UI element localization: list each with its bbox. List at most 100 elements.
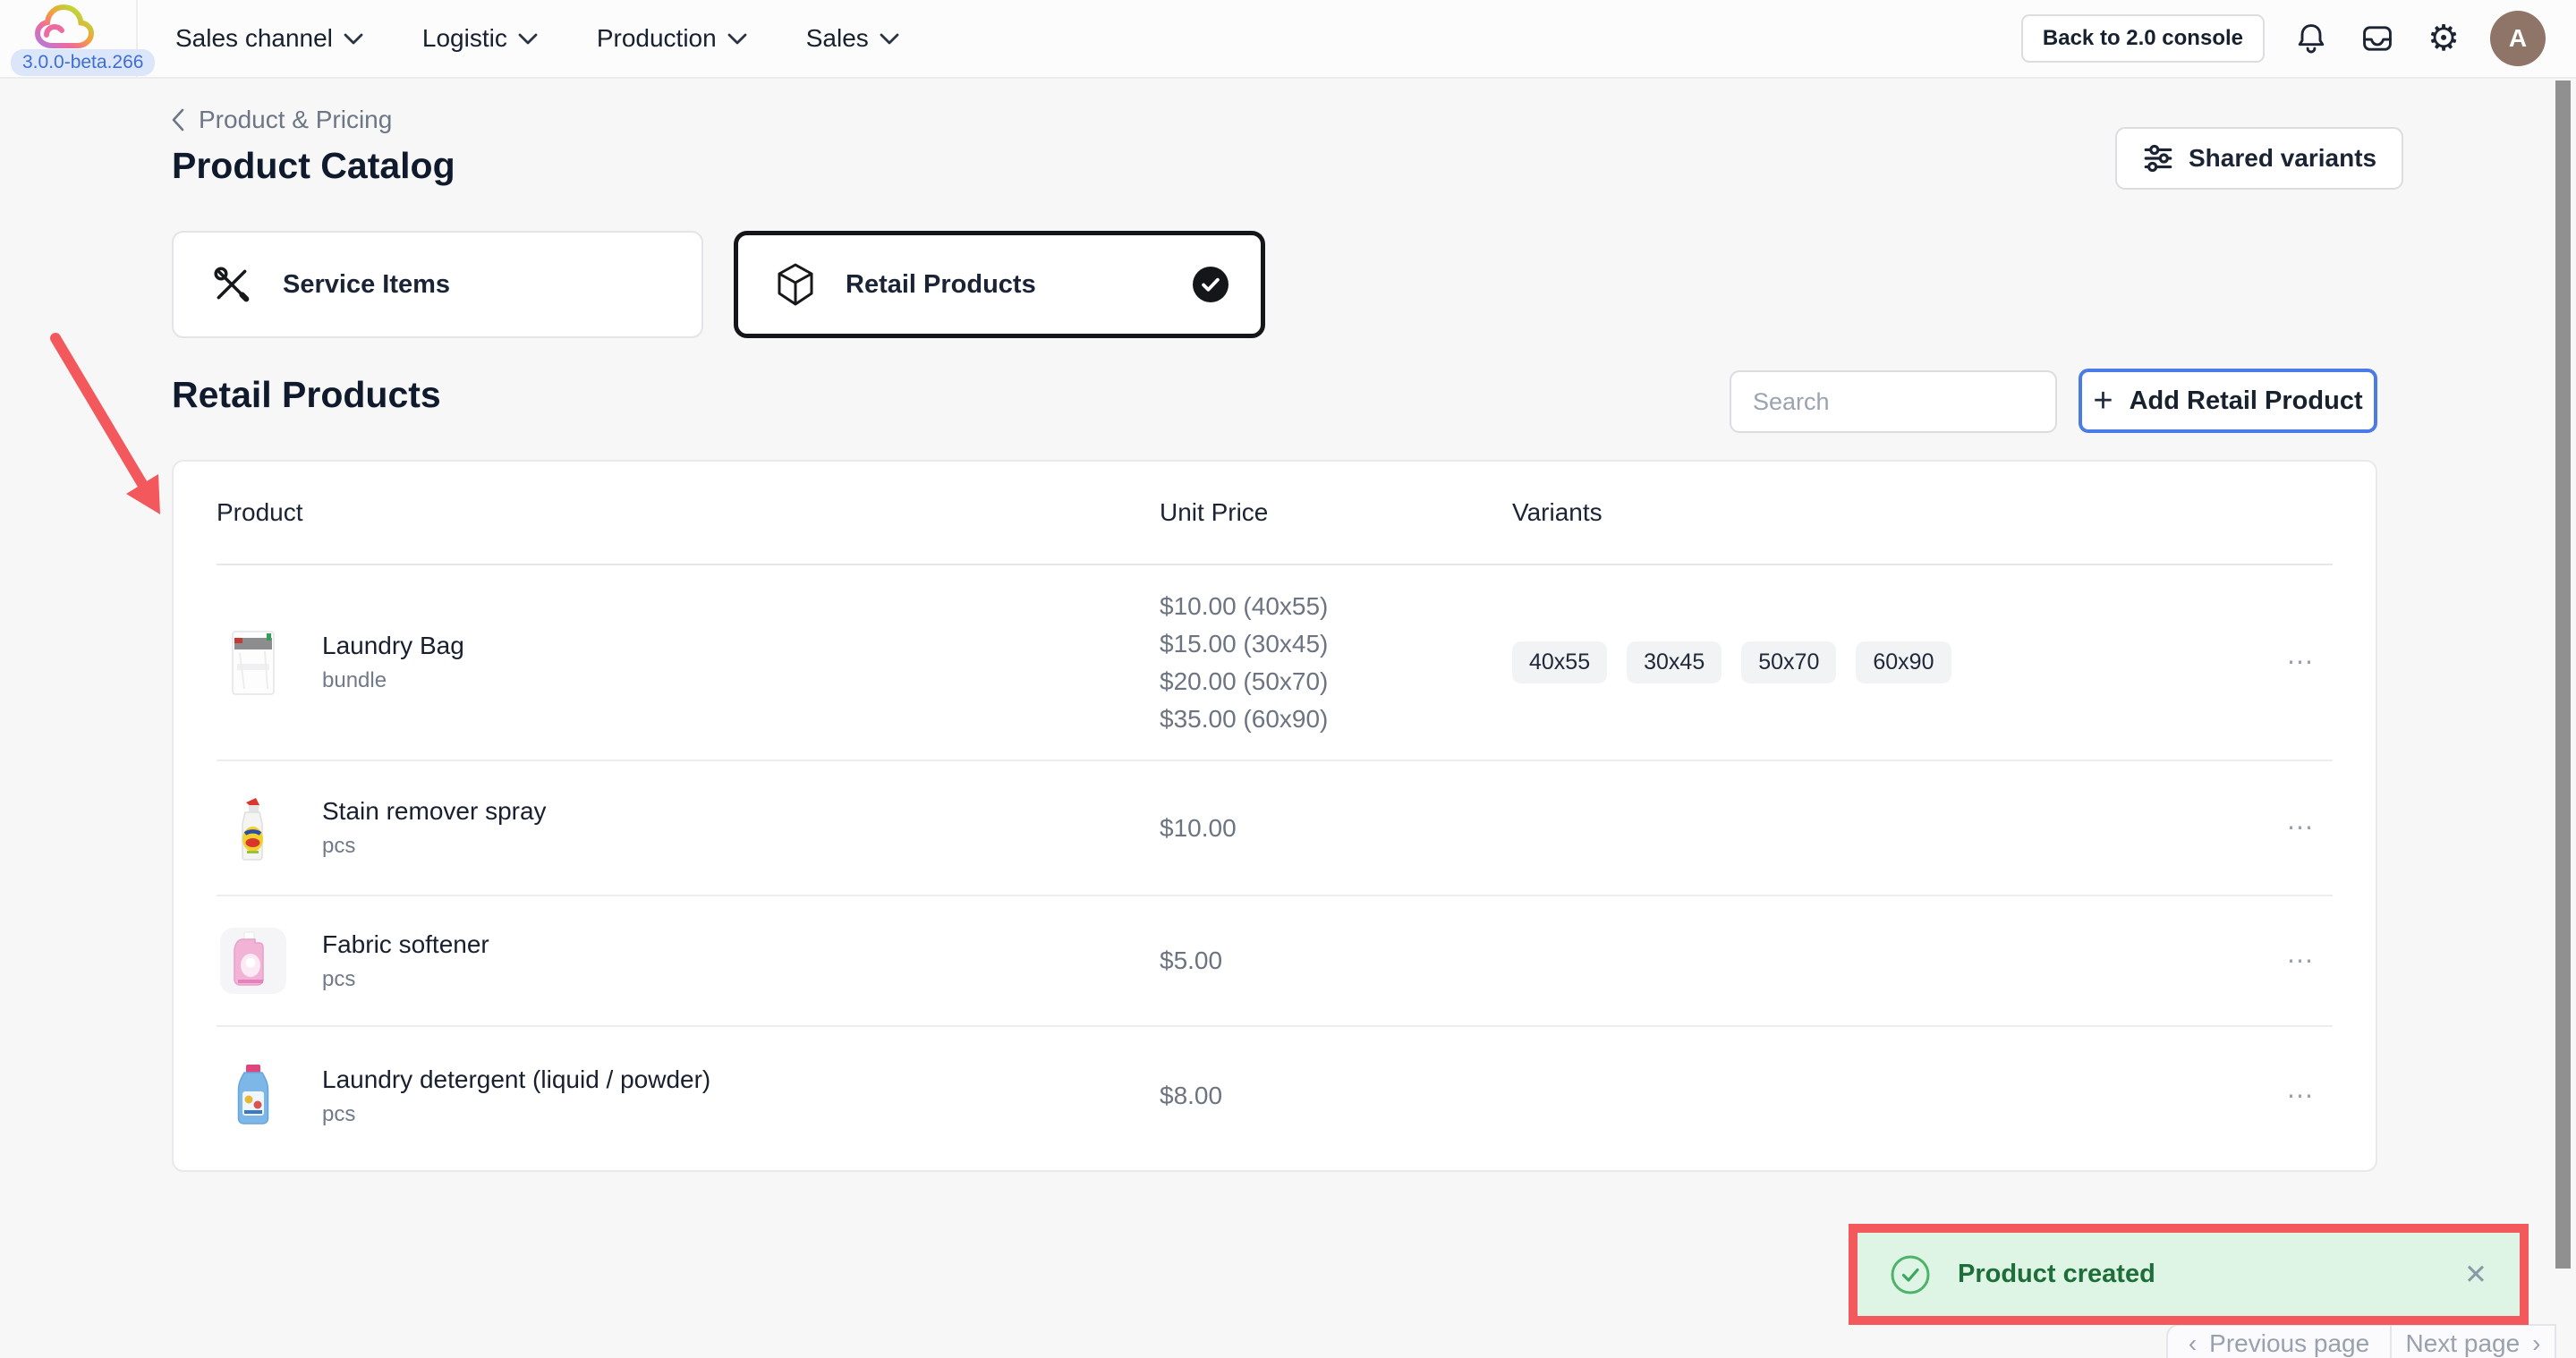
tab-retail-products-label: Retail Products bbox=[846, 269, 1036, 299]
nav-logistic[interactable]: Logistic bbox=[422, 24, 538, 53]
product-unit: bundle bbox=[322, 668, 387, 692]
row-menu-button[interactable]: ⋯ bbox=[2270, 1081, 2333, 1112]
search-input[interactable] bbox=[1730, 370, 2057, 433]
previous-page-button[interactable]: ‹ Previous page bbox=[2168, 1326, 2392, 1358]
column-product: Product bbox=[217, 498, 303, 526]
product-text: Laundry Bag bundle bbox=[322, 632, 464, 693]
gear-icon: ⚙ bbox=[2427, 18, 2460, 59]
avatar[interactable]: A bbox=[2490, 11, 2546, 66]
chevron-down-icon bbox=[344, 33, 363, 44]
tab-retail-products[interactable]: Retail Products bbox=[734, 231, 1265, 338]
product-image-laundry-bag bbox=[232, 630, 275, 695]
variant-chip[interactable]: 60x90 bbox=[1856, 641, 1951, 683]
price-line: $10.00 bbox=[1160, 813, 1237, 842]
app-logo[interactable]: 3.0.0-beta.266 bbox=[0, 0, 156, 78]
tools-icon bbox=[214, 267, 250, 302]
breadcrumb-label: Product & Pricing bbox=[199, 106, 393, 133]
product-text: Fabric softener pcs bbox=[322, 930, 489, 992]
price-line: $35.00 (60x90) bbox=[1160, 704, 1329, 733]
back-to-console-button[interactable]: Back to 2.0 console bbox=[2020, 14, 2265, 63]
product-cell: Laundry Bag bundle bbox=[217, 626, 1160, 700]
vertical-scrollbar[interactable] bbox=[2555, 81, 2571, 1269]
add-retail-product-button[interactable]: + Add Retail Product bbox=[2079, 369, 2377, 433]
header-divider bbox=[136, 0, 138, 78]
tab-service-items[interactable]: Service Items bbox=[172, 231, 703, 338]
chevron-left-icon: ‹ bbox=[2188, 1329, 2198, 1357]
bell-icon bbox=[2298, 24, 2325, 54]
top-navigation-bar: 3.0.0-beta.266 Sales channel Logistic Pr… bbox=[0, 0, 2576, 79]
ellipsis-icon: ⋯ bbox=[2286, 648, 2317, 677]
product-unit: pcs bbox=[322, 966, 356, 991]
product-cell: Fabric softener pcs bbox=[217, 924, 1160, 997]
inbox-button[interactable] bbox=[2358, 19, 2397, 58]
cloud-logo-icon bbox=[34, 4, 95, 48]
product-unit: pcs bbox=[322, 834, 356, 858]
price-line: $5.00 bbox=[1160, 946, 1223, 974]
price-line: $10.00 (40x55) bbox=[1160, 591, 1329, 620]
table-row[interactable]: Laundry Bag bundle $10.00 (40x55) $15.00… bbox=[217, 565, 2333, 761]
header-actions: Back to 2.0 console ⚙ A bbox=[2020, 11, 2576, 66]
previous-page-label: Previous page bbox=[2209, 1329, 2370, 1357]
product-name: Stain remover spray bbox=[322, 797, 547, 825]
column-unit-price: Unit Price bbox=[1160, 498, 1269, 526]
chevron-down-icon bbox=[518, 33, 538, 44]
product-image-laundry-detergent bbox=[237, 1065, 269, 1125]
inbox-tray-icon bbox=[2363, 26, 2392, 51]
plus-icon: + bbox=[2093, 382, 2113, 420]
toast-product-created: Product created ✕ bbox=[1858, 1233, 2520, 1316]
table-row[interactable]: Fabric softener pcs $5.00 ⋯ bbox=[217, 896, 2333, 1027]
nav-sales[interactable]: Sales bbox=[806, 24, 899, 53]
pagination: ‹ Previous page Next page › bbox=[2166, 1324, 2556, 1358]
product-text: Laundry detergent (liquid / powder) pcs bbox=[322, 1065, 710, 1127]
product-name: Laundry Bag bbox=[322, 632, 464, 659]
product-name: Fabric softener bbox=[322, 929, 489, 958]
nav-logistic-label: Logistic bbox=[421, 24, 507, 52]
unit-price-cell: $8.00 bbox=[1160, 1077, 1512, 1115]
chevron-down-icon bbox=[880, 33, 899, 44]
variants-cell: 40x55 30x45 50x70 60x90 bbox=[1512, 641, 2270, 683]
next-page-label: Next page bbox=[2405, 1329, 2521, 1357]
nav-sales-channel-label: Sales channel bbox=[175, 24, 333, 52]
shared-variants-button[interactable]: Shared variants bbox=[2115, 127, 2404, 190]
breadcrumb[interactable]: Product & Pricing bbox=[172, 106, 392, 134]
row-menu-button[interactable]: ⋯ bbox=[2270, 946, 2333, 977]
success-check-icon bbox=[1891, 1255, 1930, 1294]
settings-button[interactable]: ⚙ bbox=[2424, 19, 2463, 58]
package-box-icon bbox=[778, 263, 813, 306]
nav-production[interactable]: Production bbox=[597, 24, 747, 53]
notifications-button[interactable] bbox=[2291, 19, 2331, 58]
ellipsis-icon: ⋯ bbox=[2286, 946, 2317, 976]
sliders-icon bbox=[2144, 144, 2172, 173]
chevron-left-icon bbox=[172, 108, 184, 132]
variant-chip[interactable]: 50x70 bbox=[1741, 641, 1837, 683]
variant-chip[interactable]: 30x45 bbox=[1627, 641, 1722, 683]
variant-chip[interactable]: 40x55 bbox=[1512, 641, 1608, 683]
nav-sales-label: Sales bbox=[805, 24, 869, 52]
annotation-highlight-box: Product created ✕ bbox=[1849, 1224, 2529, 1325]
product-name: Laundry detergent (liquid / powder) bbox=[322, 1065, 711, 1093]
product-unit: pcs bbox=[322, 1101, 356, 1126]
row-menu-button[interactable]: ⋯ bbox=[2270, 812, 2333, 844]
row-menu-button[interactable]: ⋯ bbox=[2270, 647, 2333, 678]
product-image-stain-remover bbox=[242, 797, 263, 861]
chevron-down-icon bbox=[727, 33, 747, 44]
nav-sales-channel[interactable]: Sales channel bbox=[175, 24, 363, 53]
close-icon[interactable]: ✕ bbox=[2464, 1258, 2487, 1290]
next-page-button[interactable]: Next page › bbox=[2392, 1326, 2555, 1358]
ellipsis-icon: ⋯ bbox=[2286, 1081, 2317, 1111]
main-nav: Sales channel Logistic Production Sales bbox=[175, 24, 899, 53]
tab-service-items-label: Service Items bbox=[283, 269, 451, 299]
annotation-arrow bbox=[50, 333, 160, 514]
version-badge: 3.0.0-beta.266 bbox=[11, 49, 156, 76]
table-row[interactable]: Stain remover spray pcs $10.00 ⋯ bbox=[217, 761, 2333, 896]
product-cell: Stain remover spray pcs bbox=[217, 792, 1160, 865]
product-cell: Laundry detergent (liquid / powder) pcs bbox=[217, 1059, 1160, 1133]
ellipsis-icon: ⋯ bbox=[2286, 813, 2317, 843]
product-image-fabric-softener bbox=[220, 928, 286, 994]
section-title: Retail Products bbox=[172, 374, 441, 415]
table-row[interactable]: Laundry detergent (liquid / powder) pcs … bbox=[217, 1027, 2333, 1165]
unit-price-cell: $5.00 bbox=[1160, 942, 1512, 980]
toast-message: Product created bbox=[1958, 1260, 2155, 1288]
selected-check-icon bbox=[1193, 267, 1228, 302]
shared-variants-label: Shared variants bbox=[2189, 144, 2377, 172]
